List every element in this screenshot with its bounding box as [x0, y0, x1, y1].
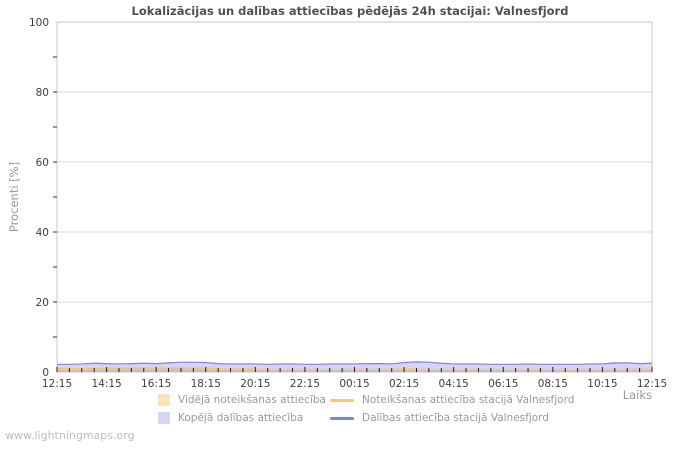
legend-label-avg-detection: Vidējā noteikšanas attiecība: [178, 394, 326, 406]
svg-text:22:15: 22:15: [290, 378, 320, 390]
legend-swatch-station-participation: [330, 409, 356, 427]
watermark: www.lightningmaps.org: [5, 429, 135, 442]
svg-text:02:15: 02:15: [389, 378, 419, 390]
svg-text:16:15: 16:15: [141, 378, 171, 390]
legend-label-station-detection: Noteikšanas attiecība stacijā Valnesfjor…: [362, 394, 575, 406]
svg-text:12:15: 12:15: [637, 378, 667, 390]
legend-label-station-participation: Dalības attiecība stacijā Valnesfjord: [362, 412, 549, 424]
svg-text:100: 100: [29, 17, 49, 29]
svg-text:40: 40: [36, 227, 49, 239]
x-axis-label: Laiks: [622, 388, 652, 402]
svg-text:06:15: 06:15: [488, 378, 518, 390]
svg-text:04:15: 04:15: [439, 378, 469, 390]
line-swatch-icon: [330, 398, 354, 402]
svg-text:20: 20: [36, 297, 49, 309]
svg-text:14:15: 14:15: [91, 378, 121, 390]
svg-text:20:15: 20:15: [240, 378, 270, 390]
legend-swatch-avg-detection: [158, 391, 172, 409]
legend-label-total-participation: Kopējā dalības attiecība: [178, 412, 304, 424]
svg-text:08:15: 08:15: [538, 378, 568, 390]
svg-text:10:15: 10:15: [587, 378, 617, 390]
area-swatch-icon: [158, 412, 170, 424]
svg-text:00:15: 00:15: [339, 378, 369, 390]
legend-swatch-total-participation: [158, 409, 172, 427]
area-swatch-icon: [158, 394, 170, 406]
y-axis-label: Procenti [%]: [7, 161, 21, 233]
svg-text:18:15: 18:15: [191, 378, 221, 390]
chart-title: Lokalizācijas un dalības attiecības pēdē…: [131, 4, 569, 18]
svg-text:0: 0: [42, 367, 49, 379]
line-swatch-icon: [330, 416, 354, 420]
legend-swatch-station-detection: [330, 391, 356, 409]
svg-text:80: 80: [36, 87, 49, 99]
svg-text:12:15: 12:15: [42, 378, 72, 390]
legend: Vidējā noteikšanas attiecība Noteikšanas…: [158, 391, 574, 427]
svg-text:60: 60: [36, 157, 49, 169]
